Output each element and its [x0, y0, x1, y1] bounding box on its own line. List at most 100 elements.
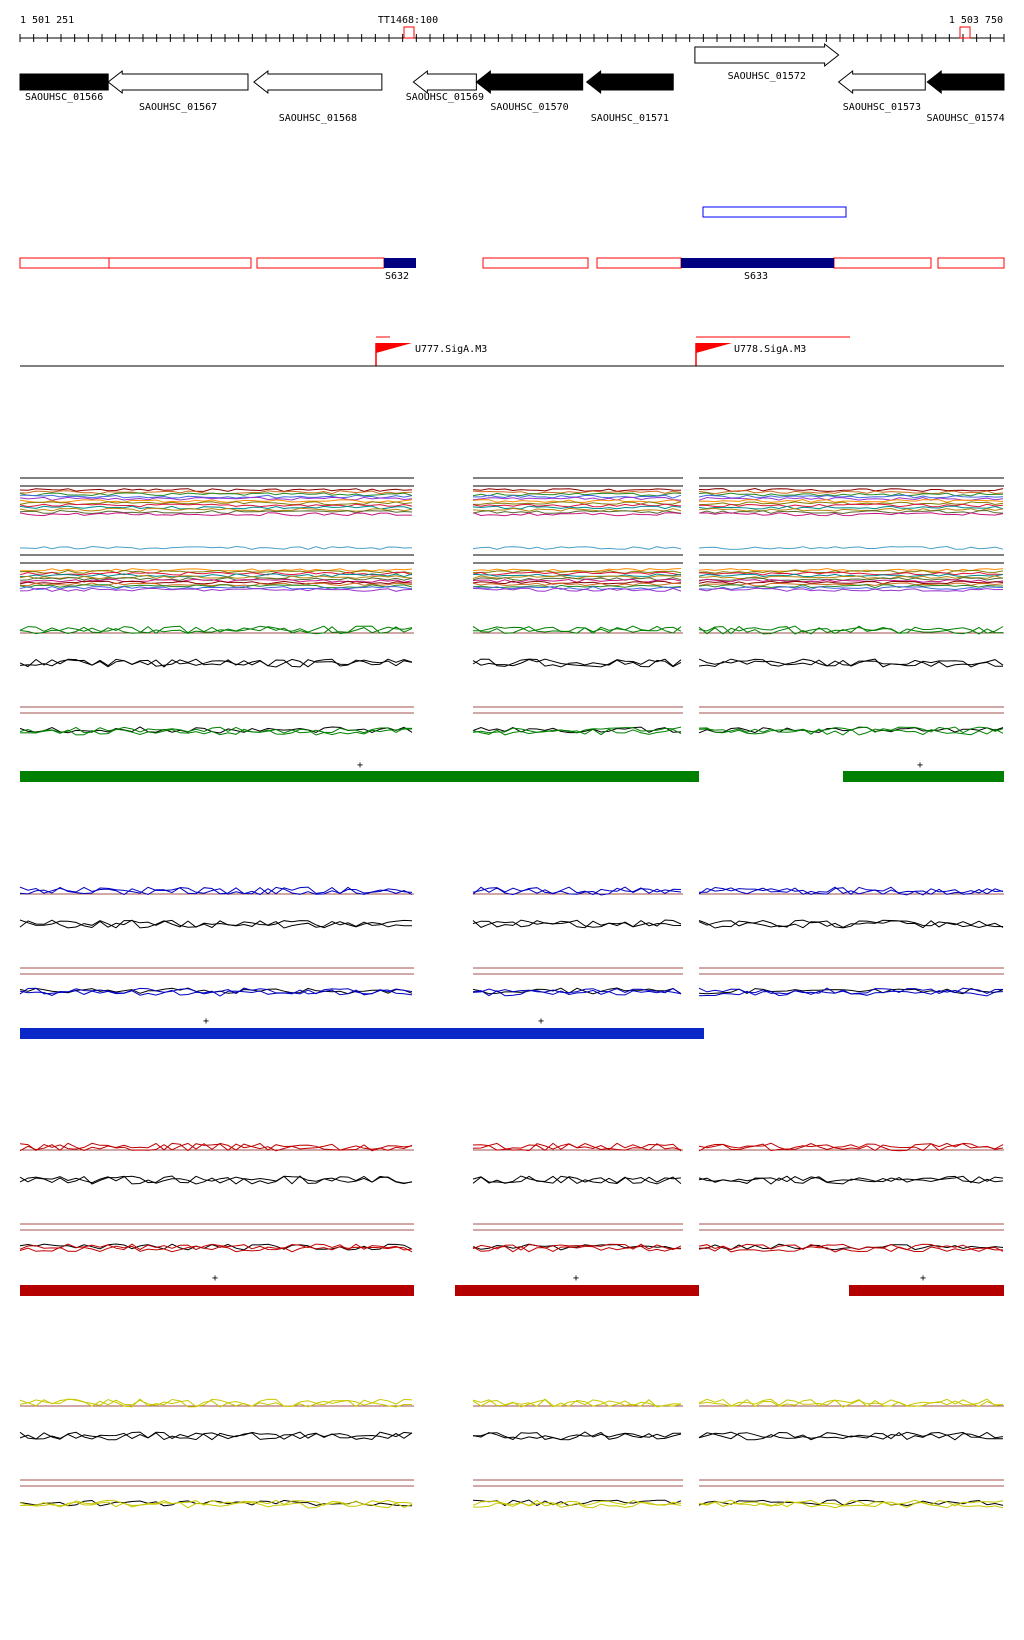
gene-arrow-saouhsc_01571[interactable] [585, 69, 674, 95]
profile-line [19, 512, 412, 517]
profile-line [19, 1431, 413, 1441]
gene-arrow-saouhsc_01574[interactable] [926, 69, 1005, 95]
profile-line [19, 488, 413, 493]
profile-line [472, 501, 682, 505]
profile-line [472, 496, 682, 501]
segment-s632[interactable] [384, 258, 416, 268]
profile-line [698, 625, 1004, 635]
gene-arrow-saouhsc_01573[interactable] [837, 69, 926, 95]
gene-arrow-saouhsc_01572[interactable] [694, 42, 840, 68]
promoter-flag-u777[interactable] [376, 343, 412, 353]
profile-line [19, 545, 413, 550]
profile-line [19, 886, 413, 896]
profile-line [19, 658, 413, 668]
profile-line [698, 1431, 1004, 1441]
segment-outline[interactable] [937, 257, 1005, 269]
promoter-label-u778: U778.SigA.M3 [734, 344, 806, 355]
profile-line [472, 1499, 682, 1507]
profile-line [698, 1499, 1004, 1507]
red-condition-bar[interactable] [20, 1285, 414, 1296]
profile-line [19, 492, 413, 497]
profile-line [472, 1243, 682, 1251]
profile-line [698, 1175, 1004, 1185]
profile-line [19, 987, 413, 995]
gene-label: SAOUHSC_01573 [843, 102, 921, 113]
profile-line [698, 487, 1004, 492]
profile-line [472, 584, 682, 589]
profile-line [698, 578, 1004, 583]
gene-arrow-saouhsc_01568[interactable] [253, 69, 383, 95]
profile-line [20, 494, 413, 499]
gene-arrow-saouhsc_01569[interactable] [412, 69, 477, 95]
gene-arrow-saouhsc_01570[interactable] [475, 69, 584, 95]
profile-line [472, 546, 682, 550]
profile-line [472, 569, 682, 574]
profile-line [19, 1142, 413, 1152]
segment-outline[interactable] [596, 257, 682, 269]
terminator-label: TT1468:100 [378, 15, 438, 26]
gene-label: SAOUHSC_01568 [279, 113, 357, 124]
red-condition-bar[interactable] [455, 1285, 699, 1296]
profile-line [698, 1245, 1004, 1253]
terminator-marker[interactable] [403, 26, 415, 39]
profile-line [19, 1175, 413, 1185]
ruler-start-label: 1 501 251 [20, 15, 74, 26]
profile-line [698, 580, 1004, 585]
profile-line [699, 886, 1004, 896]
profile-line [19, 886, 413, 896]
red-plus-label: + [573, 1273, 579, 1284]
segment-outline[interactable] [833, 257, 932, 269]
promoter-flag-u778[interactable] [696, 343, 732, 353]
profile-line [698, 492, 1004, 497]
profile-line [472, 1243, 682, 1251]
profile-line [19, 571, 413, 576]
segment-outline[interactable] [108, 257, 252, 269]
profile-line [472, 512, 682, 517]
profile-line [698, 571, 1004, 576]
red-plus-label: + [212, 1273, 218, 1284]
profile-line [472, 568, 682, 572]
gene-arrow-saouhsc_01567[interactable] [107, 69, 249, 95]
red-condition-bar[interactable] [849, 1285, 1004, 1296]
gene-track: SAOUHSC_01566 SAOUHSC_01567 SAOUHSC_01568 S… [19, 42, 1005, 124]
profile-line [472, 1399, 682, 1408]
profile-line [19, 625, 413, 635]
profile-line [472, 1501, 682, 1509]
profile-line [698, 1499, 1004, 1507]
profile-line [698, 989, 1004, 997]
profile-line [472, 492, 682, 497]
gene-arrow-saouhsc_01566[interactable] [19, 73, 109, 91]
segment-outline[interactable] [19, 257, 110, 269]
profile-line [698, 496, 1004, 501]
profile-line [473, 1431, 681, 1441]
profile-line [472, 510, 682, 514]
segment-outline[interactable] [482, 257, 589, 269]
segment-outline[interactable] [256, 257, 385, 269]
profile-line [19, 989, 413, 997]
blue-region-outline[interactable] [702, 206, 847, 218]
gene-label: SAOUHSC_01570 [490, 102, 568, 113]
profile-line [19, 1431, 413, 1441]
profile-line [698, 587, 1004, 592]
profile-line [19, 509, 413, 515]
profile-line [472, 576, 682, 582]
profile-line [698, 728, 1004, 736]
blue-condition-bar[interactable] [20, 1028, 704, 1039]
segment-track: S632 S633 [19, 257, 1005, 282]
gene-label: SAOUHSC_01566 [25, 92, 103, 103]
profile-line [472, 573, 682, 577]
profile-line [472, 989, 682, 997]
segment-s633[interactable] [681, 258, 834, 268]
green-condition-bar[interactable] [20, 771, 699, 782]
profile-line [472, 987, 682, 995]
green-condition-bar[interactable] [843, 771, 1004, 782]
profile-line [698, 919, 1004, 929]
profile-line [698, 498, 1004, 503]
terminator-marker-end[interactable] [959, 26, 971, 39]
red-plus-label: + [920, 1273, 926, 1284]
ruler-end-label: 1 503 750 [949, 15, 1003, 26]
profile-line [698, 509, 1004, 515]
segment-label-s632: S632 [385, 271, 409, 282]
expression-profiles [19, 477, 1004, 1509]
